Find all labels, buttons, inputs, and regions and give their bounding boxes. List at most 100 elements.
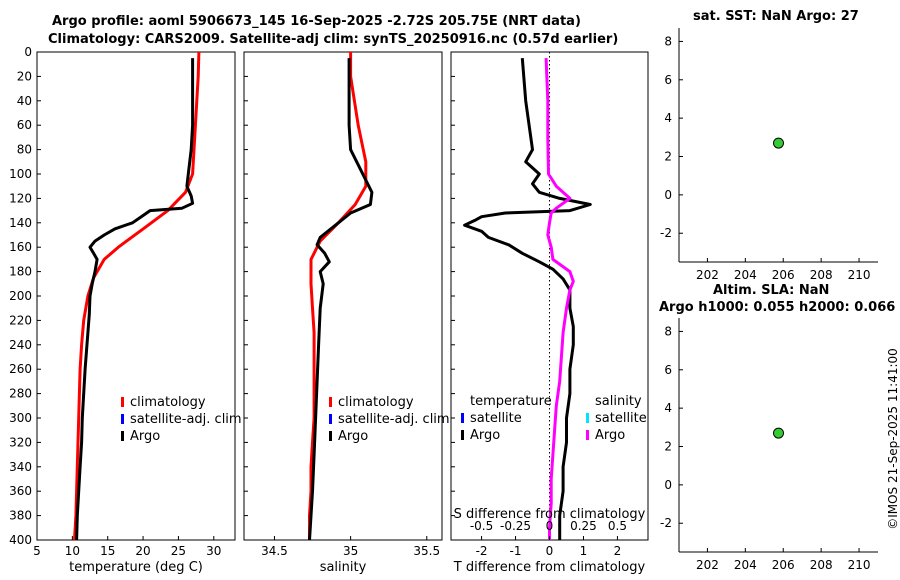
sst-x-tick-label-4: 210	[848, 268, 871, 282]
title-line-2: Climatology: CARS2009. Satellite-adj cli…	[48, 32, 619, 47]
temperature-legend-0-swatch	[121, 397, 124, 407]
temperature-xlabel: temperature (deg C)	[69, 560, 203, 575]
depth-y-tick-label-16: 320	[9, 435, 32, 449]
depth-y-tick-label-11: 220	[9, 313, 32, 327]
temperature-x-tick-label-5: 30	[206, 544, 221, 558]
salinity-argo-line	[308, 58, 374, 541]
salinity-x-tick-label-1: 35	[343, 544, 358, 558]
sla-x-tick-label-1: 204	[734, 558, 757, 572]
sst-x-tick-label-1: 204	[734, 268, 757, 282]
depth-y-tick-label-3: 60	[17, 118, 32, 132]
depth-y-tick-label-0: 0	[24, 45, 32, 59]
sst-x-tick-label-0: 202	[696, 268, 719, 282]
difference-s-tick-label-3: 0.25	[570, 519, 597, 533]
salinity-legend-2-label: Argo	[338, 429, 368, 444]
sla-title-2: Argo h1000: 0.055 h2000: 0.066	[659, 300, 896, 315]
depth-y-tick-label-20: 400	[9, 533, 32, 547]
sla-y-tick-label-0: -2	[660, 516, 672, 530]
depth-y-tick-label-1: 20	[17, 69, 32, 83]
salinity-xlabel: salinity	[320, 560, 367, 575]
salinity-legend-1-label: satellite-adj. clim	[338, 412, 450, 427]
temperature-x-tick-label-2: 15	[100, 544, 115, 558]
sla-y-tick-label-2: 2	[664, 440, 672, 454]
depth-y-tick-label-10: 200	[9, 289, 32, 303]
difference-t-tick-label-0: -2	[476, 544, 488, 558]
temperature-legend-2-swatch	[121, 431, 124, 441]
difference-t-xlabel: T difference from climatology	[453, 560, 646, 575]
depth-y-tick-label-14: 280	[9, 387, 32, 401]
depth-y-tick-label-4: 80	[17, 143, 32, 157]
temperature-climatology-line	[73, 51, 201, 541]
difference-legend-s-title: salinity	[595, 394, 642, 409]
temperature-x-tick-label-4: 25	[171, 544, 186, 558]
difference-temperature-argo-line	[463, 57, 592, 540]
sst-point-0	[773, 137, 784, 149]
difference-legend-t-0-label: satellite	[470, 411, 522, 426]
title-line-1: Argo profile: aoml 5906673_145 16-Sep-20…	[52, 14, 581, 29]
salinity-legend-0-swatch	[329, 397, 332, 407]
sla-x-tick-label-4: 210	[848, 558, 871, 572]
salinity-climatology-line	[308, 52, 368, 540]
sst-y-tick-label-3: 4	[664, 111, 672, 125]
sla-y-tick-label-1: 0	[664, 478, 672, 492]
difference-s-tick-label-4: 0.5	[608, 519, 627, 533]
depth-y-tick-label-2: 40	[17, 94, 32, 108]
depth-y-tick-label-18: 360	[9, 484, 32, 498]
depth-y-tick-label-7: 140	[9, 216, 32, 230]
difference-legend-t-title: temperature	[470, 394, 552, 409]
sst-y-tick-label-2: 2	[664, 150, 672, 164]
salinity-x-tick-label-0: 34.5	[261, 544, 288, 558]
depth-y-tick-label-8: 160	[9, 240, 32, 254]
depth-y-tick-label-5: 100	[9, 167, 32, 181]
difference-s-tick-label-1: -0.25	[500, 519, 531, 533]
temperature-x-tick-label-3: 20	[135, 544, 150, 558]
depth-y-tick-label-17: 340	[9, 460, 32, 474]
depth-y-tick-label-12: 240	[9, 338, 32, 352]
sla-y-tick-label-3: 4	[664, 401, 672, 415]
temperature-argo-line	[75, 58, 195, 541]
difference-s-tick-label-0: -0.5	[470, 519, 493, 533]
temperature-x-tick-label-0: 5	[33, 544, 41, 558]
difference-s-xlabel: S difference from climatology	[454, 507, 646, 522]
depth-y-tick-label-6: 120	[9, 191, 32, 205]
sla-y-tick-label-4: 6	[664, 363, 672, 377]
difference-legend-s-0-swatch	[586, 413, 589, 423]
temperature-legend-2-label: Argo	[130, 429, 160, 444]
difference-t-tick-label-2: 0	[546, 544, 554, 558]
depth-y-tick-label-9: 180	[9, 265, 32, 279]
depth-y-tick-label-19: 380	[9, 509, 32, 523]
sst-x-tick-label-3: 208	[810, 268, 833, 282]
temperature-axes	[36, 51, 236, 541]
sla-x-tick-label-0: 202	[696, 558, 719, 572]
difference-legend-t-1-swatch	[461, 430, 464, 440]
temperature-legend-1-swatch	[121, 414, 124, 424]
sst-y-tick-label-0: -2	[660, 226, 672, 240]
sst-y-tick-label-4: 6	[664, 73, 672, 87]
sst-x-tick-label-2: 206	[772, 268, 795, 282]
salinity-x-tick-label-2: 35.5	[413, 544, 440, 558]
difference-t-tick-label-1: -1	[510, 544, 522, 558]
temperature-legend-0-label: climatology	[130, 395, 206, 410]
depth-y-tick-label-13: 260	[9, 362, 32, 376]
sst-y-tick-label-5: 8	[664, 34, 672, 48]
difference-legend-t-1-label: Argo	[470, 428, 500, 443]
difference-t-tick-label-4: 2	[614, 544, 622, 558]
sla-x-tick-label-3: 208	[810, 558, 833, 572]
sst-title: sat. SST: NaN Argo: 27	[693, 9, 859, 24]
sla-x-tick-label-2: 206	[772, 558, 795, 572]
depth-y-tick-label-15: 300	[9, 411, 32, 425]
difference-legend-s-1-label: Argo	[595, 428, 625, 443]
sla-y-tick-label-5: 8	[664, 324, 672, 338]
difference-salinity-argo-line	[544, 58, 575, 540]
temperature-x-tick-label-1: 10	[65, 544, 80, 558]
sst-y-tick-label-1: 0	[664, 188, 672, 202]
difference-s-tick-label-2: 0	[546, 519, 554, 533]
salinity-legend-2-swatch	[329, 431, 332, 441]
difference-legend-t-0-swatch	[461, 413, 464, 423]
salinity-axes	[243, 51, 443, 541]
salinity-legend-1-swatch	[329, 414, 332, 424]
temperature-legend-1-label: satellite-adj. clim	[130, 412, 242, 427]
salinity-legend-0-label: climatology	[338, 395, 414, 410]
sla-point-0	[773, 427, 784, 439]
